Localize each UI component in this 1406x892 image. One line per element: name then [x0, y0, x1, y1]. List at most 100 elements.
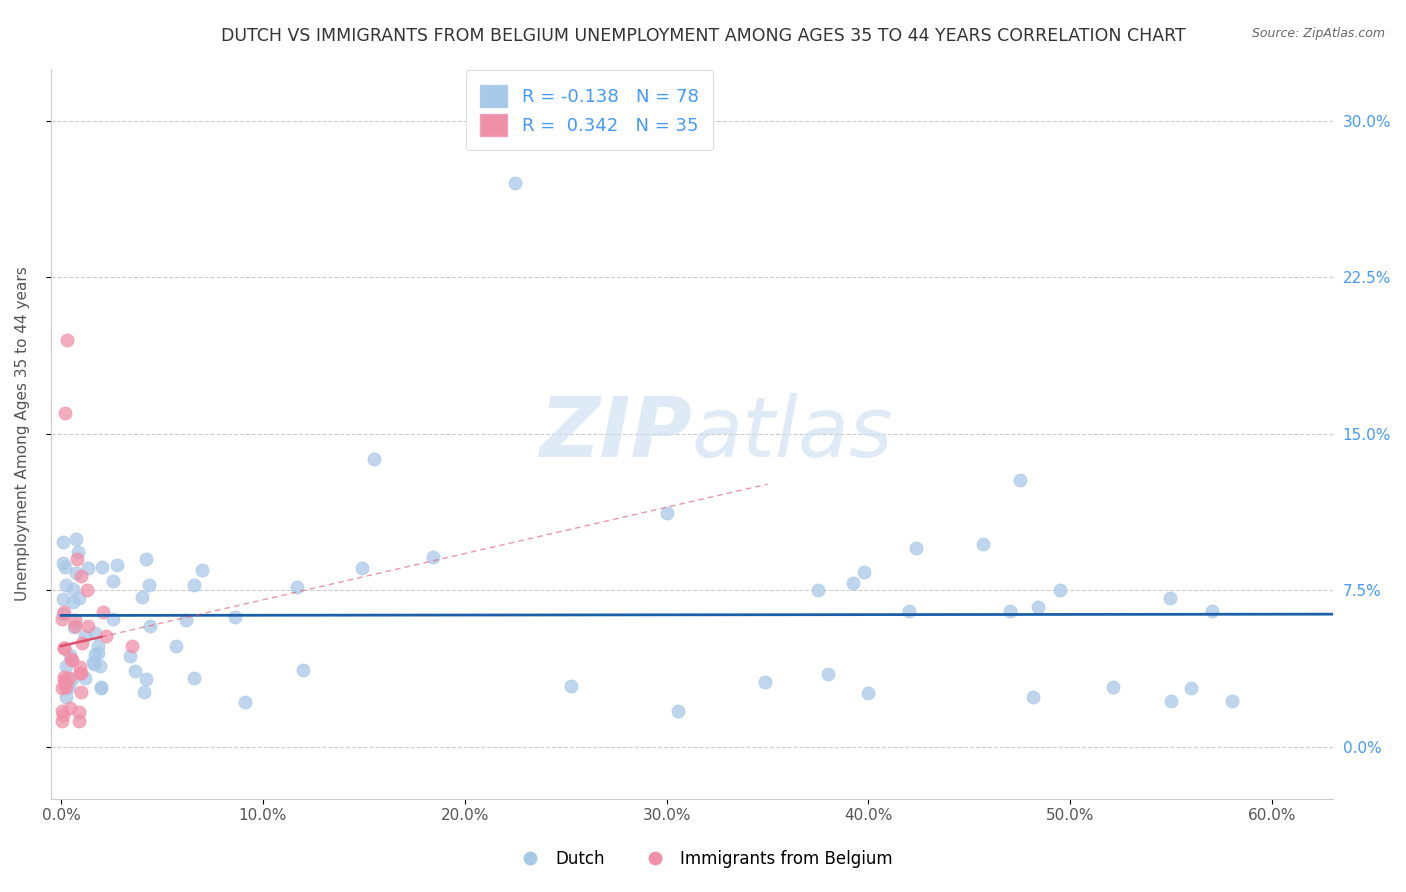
Point [65, 566, 87, 580]
Point [83, 657, 105, 672]
Point [60, 653, 83, 667]
Point [51, 714, 73, 728]
Point [53, 406, 76, 420]
Point [84, 647, 107, 661]
Point [67, 714, 90, 728]
Point [1026, 600, 1049, 615]
Point [292, 663, 315, 677]
Point [70, 665, 93, 680]
Point [131, 590, 153, 604]
Point [69, 660, 91, 674]
Point [55, 681, 77, 695]
Point [1159, 591, 1181, 605]
Point [842, 575, 865, 590]
Point [51, 681, 73, 695]
Point [224, 610, 246, 624]
Point [76, 583, 98, 598]
Point [1049, 583, 1071, 598]
Point [897, 604, 920, 618]
Point [59, 701, 82, 715]
Point [363, 451, 385, 466]
Point [70, 685, 93, 699]
Point [856, 686, 879, 700]
Point [76, 560, 98, 574]
Text: DUTCH VS IMMIGRANTS FROM BELGIUM UNEMPLOYMENT AMONG AGES 35 TO 44 YEARS CORRELAT: DUTCH VS IMMIGRANTS FROM BELGIUM UNEMPLO… [221, 27, 1185, 45]
Point [67, 705, 90, 719]
Point [62, 595, 84, 609]
Point [87, 646, 110, 660]
Point [852, 565, 875, 579]
Point [166, 639, 188, 653]
Point [1201, 604, 1223, 618]
Point [135, 673, 157, 687]
Point [998, 604, 1021, 618]
Point [52, 708, 75, 723]
Point [63, 613, 86, 627]
Point [55, 673, 77, 688]
Point [183, 578, 205, 592]
Point [62, 672, 84, 686]
Point [63, 619, 86, 633]
Y-axis label: Unemployment Among Ages 35 to 44 years: Unemployment Among Ages 35 to 44 years [15, 267, 30, 601]
Point [53, 677, 76, 691]
Point [90, 680, 112, 694]
Point [96, 629, 118, 643]
Point [352, 561, 374, 575]
Point [101, 612, 124, 626]
Legend: Dutch, Immigrants from Belgium: Dutch, Immigrants from Belgium [508, 844, 898, 875]
Text: ZIP: ZIP [538, 393, 692, 475]
Point [655, 506, 678, 520]
Point [134, 684, 156, 698]
Point [83, 625, 105, 640]
Point [65, 532, 87, 546]
Point [90, 560, 112, 574]
Point [51, 704, 73, 718]
Point [58, 671, 80, 685]
Point [135, 552, 157, 566]
Point [82, 655, 104, 669]
Point [560, 679, 582, 693]
Point [101, 574, 124, 588]
Point [1008, 473, 1031, 487]
Point [59, 652, 82, 666]
Point [972, 537, 994, 551]
Point [183, 671, 205, 685]
Point [62, 582, 84, 596]
Point [70, 568, 93, 582]
Point [52, 640, 75, 655]
Point [174, 613, 197, 627]
Point [52, 607, 75, 621]
Point [191, 563, 214, 577]
Point [52, 673, 75, 687]
Point [52, 640, 75, 655]
Point [138, 578, 160, 592]
Point [52, 591, 75, 606]
Point [59, 648, 82, 662]
Point [754, 675, 776, 690]
Point [817, 666, 839, 681]
Point [93, 605, 115, 619]
Point [53, 559, 76, 574]
Point [52, 534, 75, 549]
Point [58, 680, 80, 694]
Point [905, 541, 928, 555]
Point [1022, 690, 1045, 704]
Point [53, 606, 76, 620]
Point [285, 580, 308, 594]
Text: Source: ZipAtlas.com: Source: ZipAtlas.com [1251, 27, 1385, 40]
Legend: R = -0.138   N = 78, R =  0.342   N = 35: R = -0.138 N = 78, R = 0.342 N = 35 [465, 70, 713, 151]
Point [77, 619, 100, 633]
Point [66, 551, 89, 566]
Point [67, 544, 90, 558]
Point [121, 640, 143, 654]
Point [87, 639, 110, 653]
Point [1160, 694, 1182, 708]
Point [53, 670, 76, 684]
Point [72, 636, 94, 650]
Point [233, 695, 256, 709]
Point [124, 664, 146, 678]
Point [51, 612, 73, 626]
Point [666, 704, 689, 718]
Point [52, 556, 75, 570]
Point [55, 690, 77, 704]
